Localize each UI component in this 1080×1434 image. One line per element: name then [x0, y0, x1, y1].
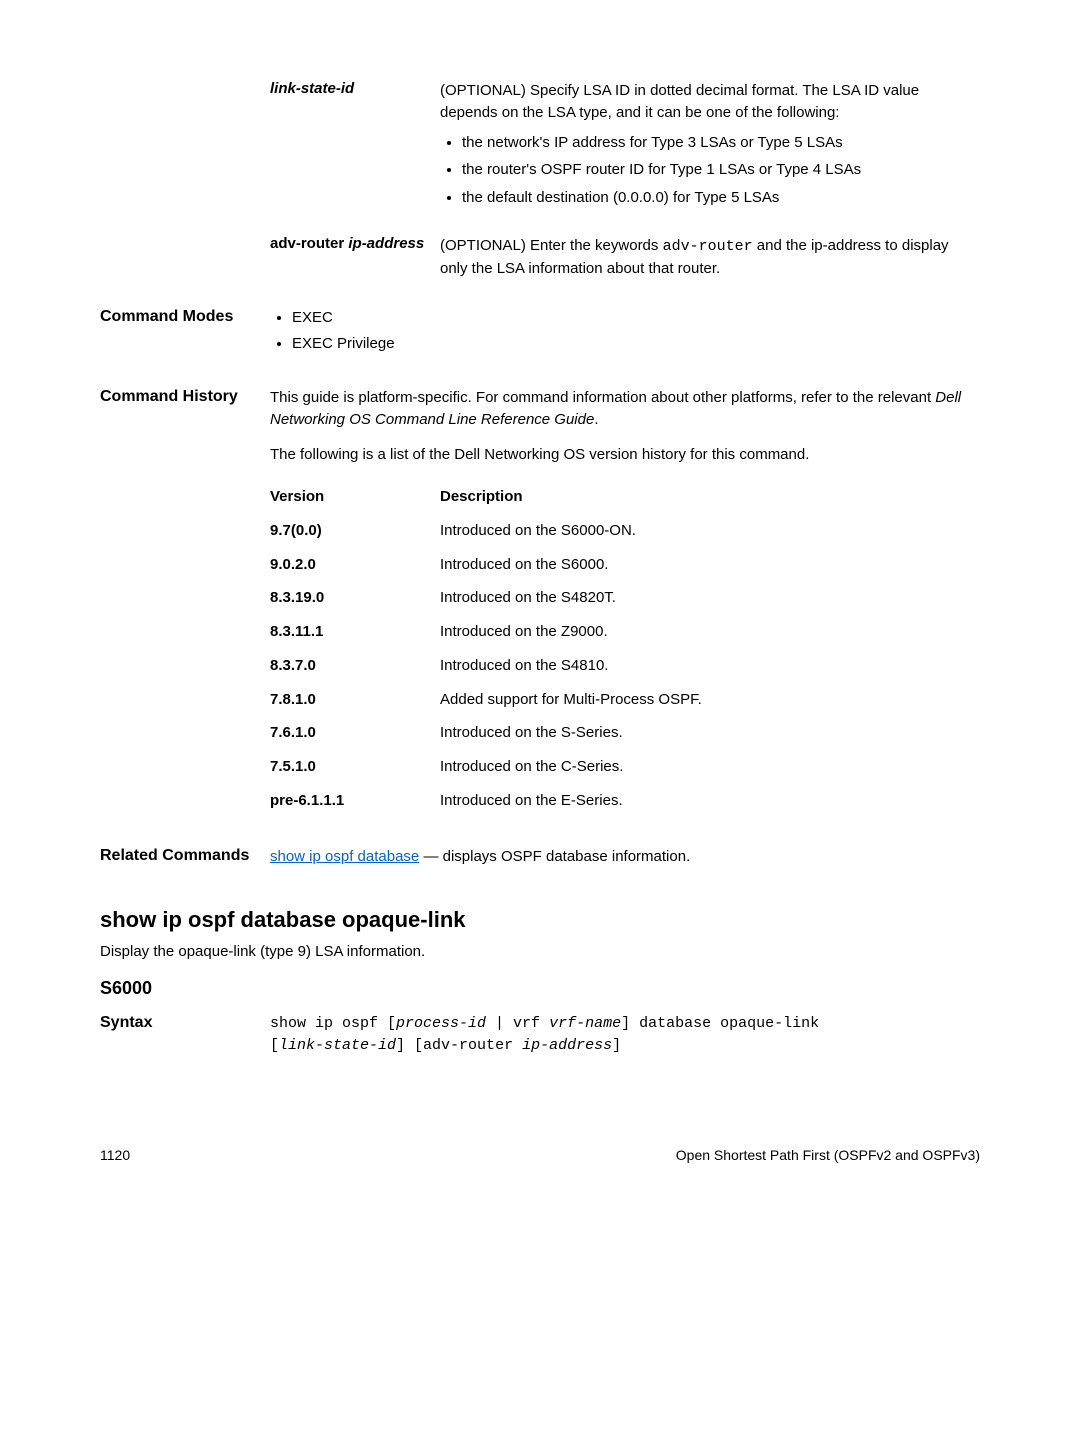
- command-modes-section: Command Modes EXEC EXEC Privilege: [100, 307, 980, 359]
- cell-desc: Introduced on the S6000-ON.: [440, 514, 980, 548]
- syntax-line-1: show ip ospf [process-id | vrf vrf-name]…: [270, 1013, 980, 1035]
- s2c: ] [adv-router: [396, 1037, 522, 1054]
- cell-version: 7.8.1.0: [270, 683, 440, 717]
- platform-label: S6000: [100, 978, 980, 999]
- param-desc-text: (OPTIONAL) Specify LSA ID in dotted deci…: [440, 82, 919, 121]
- para1a: This guide is platform-specific. For com…: [270, 389, 935, 406]
- cell-version: 8.3.11.1: [270, 615, 440, 649]
- history-para2: The following is a list of the Dell Netw…: [270, 444, 980, 466]
- syntax-section: Syntax show ip ospf [process-id | vrf vr…: [100, 1013, 980, 1057]
- s1b: process-id: [396, 1015, 486, 1032]
- indent-spacer: [100, 235, 270, 280]
- syntax-line-2: [link-state-id] [adv-router ip-address]: [270, 1035, 980, 1057]
- cell-version: 7.5.1.0: [270, 750, 440, 784]
- indent-spacer: [100, 80, 270, 215]
- bullet-item: the network's IP address for Type 3 LSAs…: [462, 132, 980, 154]
- cell-desc: Introduced on the Z9000.: [440, 615, 980, 649]
- s1a: show ip ospf [: [270, 1015, 396, 1032]
- table-row: 9.0.2.0Introduced on the S6000.: [270, 548, 980, 582]
- cell-desc: Introduced on the S6000.: [440, 548, 980, 582]
- page-footer: 1120 Open Shortest Path First (OSPFv2 an…: [100, 1147, 980, 1163]
- section-label: Command History: [100, 387, 270, 818]
- param-bullets: the network's IP address for Type 3 LSAs…: [440, 132, 980, 209]
- desc-pre: (OPTIONAL) Enter the keywords: [440, 237, 663, 254]
- s1e: ] database opaque-link: [621, 1015, 819, 1032]
- cell-version: pre-6.1.1.1: [270, 784, 440, 818]
- related-rest: — displays OSPF database information.: [419, 848, 690, 865]
- table-row: 7.6.1.0Introduced on the S-Series.: [270, 716, 980, 750]
- param-definition: (OPTIONAL) Enter the keywords adv-router…: [440, 235, 980, 280]
- bullet-item: the router's OSPF router ID for Type 1 L…: [462, 159, 980, 181]
- related-link[interactable]: show ip ospf database: [270, 848, 419, 865]
- table-row: 7.8.1.0Added support for Multi-Process O…: [270, 683, 980, 717]
- param-adv-router: adv-router ip-address (OPTIONAL) Enter t…: [100, 235, 980, 280]
- section-body: This guide is platform-specific. For com…: [270, 387, 980, 818]
- param-definition: (OPTIONAL) Specify LSA ID in dotted deci…: [440, 80, 980, 215]
- param-term: adv-router ip-address: [270, 235, 440, 280]
- th-version: Version: [270, 480, 440, 514]
- table-header-row: Version Description: [270, 480, 980, 514]
- cell-desc: Introduced on the S4810.: [440, 649, 980, 683]
- s1c: | vrf: [486, 1015, 549, 1032]
- param-term: link-state-id: [270, 80, 440, 215]
- modes-list: EXEC EXEC Privilege: [270, 307, 980, 355]
- s2a: [: [270, 1037, 279, 1054]
- related-commands-section: Related Commands show ip ospf database —…: [100, 846, 980, 868]
- th-description: Description: [440, 480, 980, 514]
- param-label: link-state-id: [270, 80, 354, 97]
- cell-version: 8.3.19.0: [270, 581, 440, 615]
- s2d: ip-address: [522, 1037, 612, 1054]
- bullet-item: the default destination (0.0.0.0) for Ty…: [462, 187, 980, 209]
- cell-version: 7.6.1.0: [270, 716, 440, 750]
- page-number: 1120: [100, 1147, 130, 1163]
- cell-desc: Added support for Multi-Process OSPF.: [440, 683, 980, 717]
- footer-title: Open Shortest Path First (OSPFv2 and OSP…: [676, 1147, 980, 1163]
- param-label-prefix: adv-router: [270, 235, 348, 252]
- syntax-body: show ip ospf [process-id | vrf vrf-name]…: [270, 1013, 980, 1057]
- table-row: 7.5.1.0Introduced on the C-Series.: [270, 750, 980, 784]
- command-title: show ip ospf database opaque-link: [100, 907, 980, 933]
- section-body: show ip ospf database — displays OSPF da…: [270, 846, 980, 868]
- table-row: 8.3.19.0Introduced on the S4820T.: [270, 581, 980, 615]
- para1b: .: [594, 411, 598, 428]
- table-row: 8.3.11.1Introduced on the Z9000.: [270, 615, 980, 649]
- cell-desc: Introduced on the C-Series.: [440, 750, 980, 784]
- s1d: vrf-name: [549, 1015, 621, 1032]
- mode-item: EXEC Privilege: [292, 333, 980, 355]
- history-table: Version Description 9.7(0.0)Introduced o…: [270, 480, 980, 818]
- cell-version: 8.3.7.0: [270, 649, 440, 683]
- param-link-state-id: link-state-id (OPTIONAL) Specify LSA ID …: [100, 80, 980, 215]
- table-row: 9.7(0.0)Introduced on the S6000-ON.: [270, 514, 980, 548]
- cell-desc: Introduced on the S-Series.: [440, 716, 980, 750]
- param-label-italic: ip-address: [348, 235, 424, 252]
- history-para1: This guide is platform-specific. For com…: [270, 387, 980, 431]
- cell-desc: Introduced on the E-Series.: [440, 784, 980, 818]
- section-body: EXEC EXEC Privilege: [270, 307, 980, 359]
- command-history-section: Command History This guide is platform-s…: [100, 387, 980, 818]
- cell-version: 9.0.2.0: [270, 548, 440, 582]
- s2b: link-state-id: [279, 1037, 396, 1054]
- s2e: ]: [612, 1037, 621, 1054]
- table-row: pre-6.1.1.1Introduced on the E-Series.: [270, 784, 980, 818]
- section-label: Command Modes: [100, 307, 270, 359]
- section-label: Syntax: [100, 1013, 270, 1057]
- cell-desc: Introduced on the S4820T.: [440, 581, 980, 615]
- desc-code: adv-router: [663, 238, 753, 255]
- cell-version: 9.7(0.0): [270, 514, 440, 548]
- command-desc: Display the opaque-link (type 9) LSA inf…: [100, 943, 980, 960]
- page-container: link-state-id (OPTIONAL) Specify LSA ID …: [0, 0, 1080, 1203]
- mode-item: EXEC: [292, 307, 980, 329]
- table-row: 8.3.7.0Introduced on the S4810.: [270, 649, 980, 683]
- section-label: Related Commands: [100, 846, 270, 868]
